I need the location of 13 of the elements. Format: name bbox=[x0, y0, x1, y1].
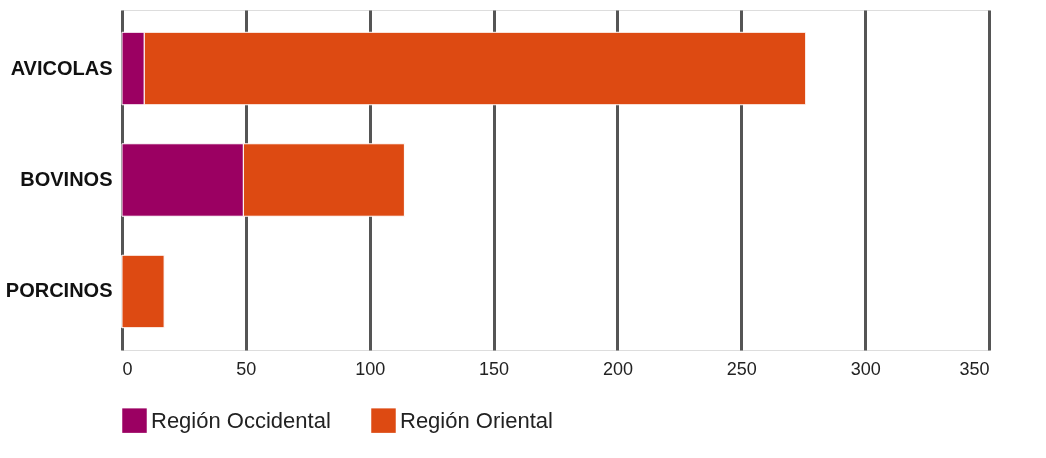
y-tick-label: BOVINOS bbox=[20, 168, 113, 190]
x-tick-label: 300 bbox=[850, 358, 881, 379]
legend-label: Región Oriental bbox=[400, 407, 553, 433]
legend-label: Región Occidental bbox=[151, 407, 331, 433]
x-tick-label: 250 bbox=[726, 358, 757, 379]
x-tick-label: 150 bbox=[479, 358, 510, 379]
y-tick-label: AVICOLAS bbox=[10, 56, 113, 79]
x-tick-label: 100 bbox=[355, 358, 386, 379]
x-tick-label: 350 bbox=[959, 358, 990, 379]
x-tick-label: 200 bbox=[602, 358, 633, 379]
y-tick-label: PORCINOS bbox=[5, 279, 113, 302]
x-tick-label: 50 bbox=[236, 358, 257, 379]
x-tick-label: 0 bbox=[122, 358, 133, 379]
